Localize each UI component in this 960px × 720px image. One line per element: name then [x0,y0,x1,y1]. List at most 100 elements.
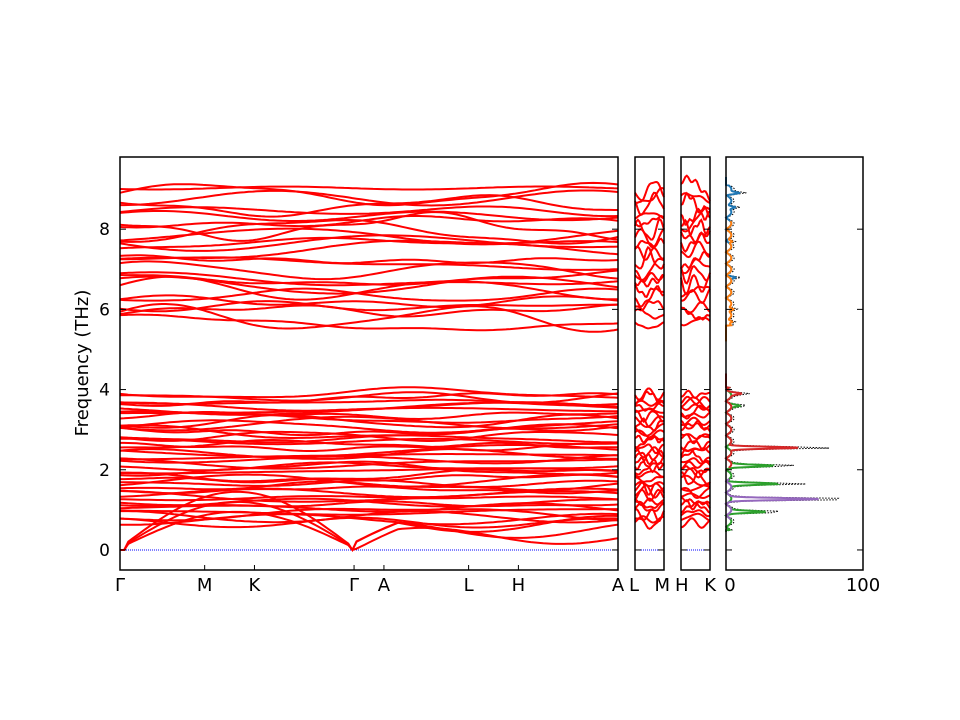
panel-frame [119,156,619,571]
phonon-band [119,425,619,437]
band-panel-main [119,156,619,571]
phonon-band [634,245,665,261]
phonon-band [680,482,711,492]
phonon-band [680,444,711,453]
phonon-band [119,473,619,488]
phonon-band [680,512,711,522]
phonon-band [634,484,665,499]
phonon-band [119,507,619,522]
symmetry-point-label: L [629,575,639,596]
phonon-band [634,191,665,217]
partial-dos-curve [724,177,741,299]
symmetry-point-label: Γ [115,575,125,596]
phonon-band [680,496,711,506]
phonon-band [119,457,618,470]
phonon-band [680,411,711,420]
phonon-band [680,288,711,304]
phonon-band [120,218,619,245]
phonon-band [634,456,665,474]
y-tick-label: 4 [99,381,110,401]
phonon-band [634,284,665,299]
phonon-band [120,468,619,483]
phonon-band [119,303,619,333]
phonon-band [680,465,711,474]
symmetry-point-label: M [197,575,213,596]
y-axis-label: Frequency (THz) [72,290,93,437]
phonon-band [680,204,711,226]
phonon-band [634,217,665,241]
phonon-band [634,422,665,437]
phonon-band [119,415,619,432]
phonon-band [120,441,618,452]
phonon-band [634,480,665,488]
total-dos-curve [724,177,840,550]
band-panel-l-m [634,156,665,571]
phonon-band [119,181,619,207]
phonon-band [634,470,665,478]
phonon-band [634,409,665,423]
phonon-band [119,185,619,191]
phonon-band [119,313,619,332]
dos-panel [724,156,864,571]
phonon-band [119,439,619,452]
phonon-band [680,389,711,399]
dos-frame [725,156,864,571]
phonon-band [634,443,665,454]
phonon-band [634,515,665,524]
dos-x-tick-label: 0 [724,575,735,596]
phonon-band [634,475,665,483]
phonon-band [680,474,711,489]
y-tick-label: 0 [99,541,110,561]
phonon-band [634,300,665,312]
phonon-band [119,398,619,407]
phonon-band [680,240,711,259]
phonon-band [634,214,665,228]
phonon-band [680,191,711,221]
symmetry-point-label: A [378,575,391,596]
phonon-band [119,516,619,529]
phonon-band [680,300,711,314]
phonon-band [634,257,665,282]
symmetry-point-label: H [675,575,689,596]
symmetry-point-label: K [249,575,262,596]
symmetry-point-label: K [704,575,717,596]
phonon-band [120,495,619,502]
phonon-band [119,210,619,222]
phonon-band [119,211,619,242]
phonon-band [634,507,665,523]
phonon-band [634,269,665,284]
symmetry-point-label: H [512,575,526,596]
phonon-band [680,517,711,529]
phonon-band [680,509,711,518]
phonon-band [634,481,665,496]
partial-dos-curve [724,478,819,520]
phonon-band [680,192,711,204]
phonon-band [634,497,665,507]
phonon-band [634,187,665,202]
partial-dos-curve [724,373,799,469]
phonon-band [119,300,619,313]
panel-frame [680,156,711,571]
phonon-band [680,433,711,440]
phonon-band [119,497,619,508]
phonon-band [119,294,619,308]
phonon-band [680,416,711,427]
phonon-band [120,437,619,446]
phonon-band [680,230,711,244]
phonon-band [119,485,619,495]
phonon-band [634,446,665,459]
phonon-band [119,269,619,286]
phonon-band [120,508,618,516]
phonon-band [680,174,711,202]
dos-x-tick-label: 100 [846,575,880,596]
phonon-band [119,386,619,399]
phonon-band [119,419,619,434]
phonon-band [119,448,618,460]
phonon-band [680,395,711,405]
phonon-band [634,321,665,330]
phonon-band [680,419,711,431]
y-tick-label: 6 [99,300,110,320]
y-tick-label: 8 [99,220,110,240]
